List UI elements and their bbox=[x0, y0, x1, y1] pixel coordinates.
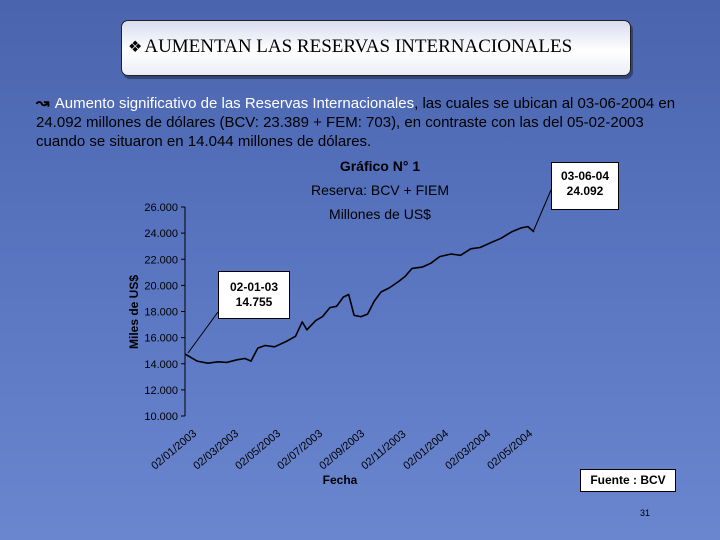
y-tick-label: 18.000 bbox=[144, 307, 178, 319]
chart-subtitle-units: Millones de US$ bbox=[329, 206, 431, 222]
arrow-bullet-icon: ↝ bbox=[36, 95, 50, 112]
y-axis: 10.000 12.000 14.000 16.000 18.000 20.000 22.0… bbox=[144, 202, 186, 423]
intro-highlight: Aumento significativo de las Reservas In… bbox=[54, 95, 415, 112]
page-number: 31 bbox=[640, 508, 651, 518]
y-tick-label: 20.000 bbox=[144, 280, 178, 292]
y-tick-label: 16.000 bbox=[144, 333, 178, 345]
intro-rest: , las cuales se ubican al 03-06-2004 en … bbox=[36, 95, 676, 150]
callout-start-value: 02-01-03 14.755 bbox=[218, 271, 290, 319]
callout-end-number: 24.092 bbox=[566, 184, 604, 198]
y-tick-label: 22.000 bbox=[144, 254, 178, 266]
x-tick-label: 02/05/2003 bbox=[233, 428, 283, 473]
callout-end-value: 03-06-04 24.092 bbox=[551, 162, 619, 210]
y-tick-label: 24.000 bbox=[144, 228, 178, 240]
x-tick-label: 02/07/2003 bbox=[275, 428, 325, 473]
x-tick-label: 02/01/2004 bbox=[401, 428, 451, 473]
x-tick-label: 02/03/2003 bbox=[191, 428, 241, 473]
x-tick-label: 02/09/2003 bbox=[317, 428, 367, 473]
x-tick-label: 02/01/2003 bbox=[149, 428, 199, 473]
slide-title: ❖ AUMENTAN LAS RESERVAS INTERNACIONALES bbox=[128, 36, 572, 58]
x-axis-label: Fecha bbox=[323, 473, 358, 487]
diamond-bullet-icon: ❖ bbox=[128, 39, 143, 56]
chart-subtitle-reserve: Reserva: BCV + FIEM bbox=[310, 182, 450, 198]
callout-start-date: 02-01-03 bbox=[229, 280, 279, 294]
slide-title-text: AUMENTAN LAS RESERVAS INTERNACIONALES bbox=[144, 36, 573, 57]
intro-paragraph: ↝ Aumento significativo de las Reservas … bbox=[36, 94, 686, 151]
x-axis: 02/01/200302/03/200302/05/200302/07/2003… bbox=[149, 428, 535, 473]
x-tick-label: 02/03/2004 bbox=[443, 428, 493, 473]
callout-end-leader bbox=[532, 189, 552, 233]
chart-title: Gráfico N° 1 bbox=[339, 158, 421, 174]
series-line-reserves bbox=[184, 225, 535, 365]
y-tick-label: 14.000 bbox=[144, 359, 178, 371]
y-tick-label: 12.000 bbox=[144, 385, 178, 397]
x-tick-label: 02/05/2004 bbox=[485, 428, 535, 473]
y-tick-label: 10.000 bbox=[144, 411, 178, 423]
source-box: Fuente : BCV bbox=[580, 469, 676, 492]
callout-end-date: 03-06-04 bbox=[560, 169, 610, 183]
callout-start-leader bbox=[187, 311, 219, 354]
y-tick-label: 26.000 bbox=[144, 202, 178, 214]
y-axis-label: Miles de US$ bbox=[127, 275, 141, 349]
title-box: ❖ AUMENTAN LAS RESERVAS INTERNACIONALES bbox=[121, 20, 631, 76]
x-tick-label: 02/11/2003 bbox=[359, 428, 408, 472]
callout-start-number: 14.755 bbox=[235, 295, 273, 309]
